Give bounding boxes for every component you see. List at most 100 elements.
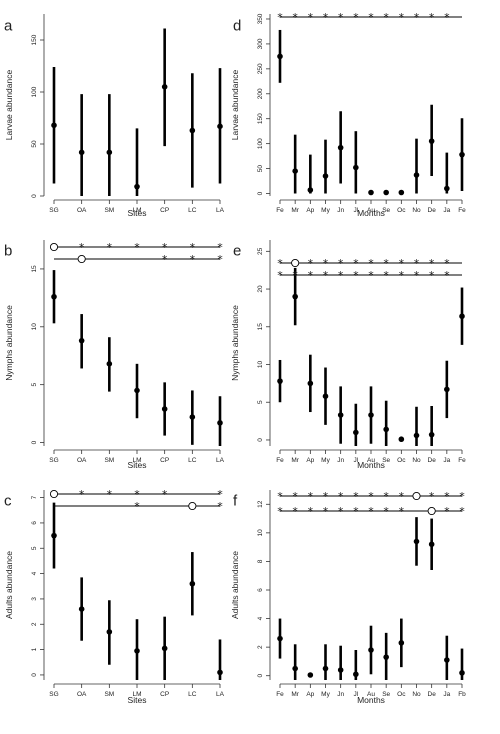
x-axis-title: Sites	[128, 208, 147, 218]
y-tick-label: 350	[257, 13, 264, 24]
data-point	[106, 361, 113, 367]
significance-star: *	[323, 11, 329, 24]
x-tick-label: No	[412, 207, 421, 214]
data-point	[277, 378, 283, 384]
y-tick-label: 1	[31, 647, 38, 651]
y-tick-label: 50	[257, 165, 264, 173]
significance-star: *	[459, 490, 465, 503]
significance-star: *	[383, 269, 389, 282]
significance-star: *	[308, 257, 314, 270]
panel-d: d 0 50 100 150 200 250 300 350 Fe Mr Ap My Jn Jl Au Se Oc…	[230, 11, 466, 218]
significance-star: *	[338, 269, 344, 282]
data-point	[161, 406, 168, 412]
significance-star: *	[429, 11, 435, 24]
data-point	[383, 654, 389, 660]
significance-star: *	[162, 488, 168, 501]
panel-e: e 0 5 10 15 20 25 Fe Mr Ap My Jn Jl Au Se Oc No De Ja Fe Mon…	[230, 240, 466, 470]
y-tick-label: 15	[257, 323, 264, 331]
significance-star: *	[217, 241, 223, 254]
significance-star: *	[444, 257, 450, 270]
significance-star: *	[308, 11, 314, 24]
reference-marker	[412, 491, 421, 501]
x-tick-label: Ap	[306, 691, 314, 698]
data-point	[277, 635, 283, 642]
x-tick-label: Se	[382, 691, 390, 698]
x-tick-label: Ja	[443, 457, 450, 464]
significance-star: *	[277, 269, 283, 282]
x-tick-label: Ja	[443, 207, 450, 214]
significance-star: *	[162, 241, 168, 254]
significance-star: *	[190, 253, 196, 266]
data-point	[307, 672, 314, 678]
significance-star: *	[134, 500, 140, 513]
y-axis-title: Nymphs abundance	[230, 305, 240, 381]
y-tick-label: 3	[31, 597, 38, 601]
x-tick-label: Oc	[397, 691, 406, 698]
significance-star: *	[277, 505, 283, 518]
data-point	[307, 187, 314, 193]
data-point	[337, 667, 344, 673]
x-tick-label: Jl	[353, 457, 358, 464]
y-axis-title: Adults abundance	[4, 551, 14, 619]
y-tick-label: 5	[257, 400, 264, 404]
data-point	[106, 149, 113, 156]
data-point	[398, 436, 405, 443]
x-tick-label: Fe	[276, 691, 284, 698]
significance-star: *	[292, 505, 298, 518]
significance-star: *	[444, 490, 450, 503]
data-point	[78, 606, 85, 612]
significance-star: *	[429, 490, 435, 503]
y-tick-label: 6	[257, 588, 264, 592]
y-tick-label: 5	[31, 382, 38, 386]
y-tick-label: 250	[257, 63, 264, 74]
x-tick-label: Oc	[397, 457, 406, 464]
x-tick-label: LC	[188, 691, 197, 698]
panel-letter: c	[4, 492, 12, 509]
panel-c: c 0 1 2 3 4 5 6 7 SG OA SM LM CP LC LA Sites Adults abund…	[4, 488, 225, 705]
x-tick-label: Fb	[458, 691, 466, 698]
x-tick-label: LA	[216, 207, 225, 214]
significance-star: *	[383, 257, 389, 270]
y-tick-label: 25	[257, 247, 264, 255]
significance-star: *	[368, 11, 374, 24]
data-point	[368, 647, 374, 653]
data-point	[322, 665, 329, 672]
significance-star: *	[353, 257, 359, 270]
data-point	[337, 412, 344, 418]
significance-star: *	[414, 269, 420, 282]
y-tick-label: 4	[31, 571, 38, 575]
x-tick-label: LA	[216, 691, 225, 698]
y-tick-label: 10	[257, 529, 264, 537]
y-axis-title: Larvae abundance	[230, 70, 240, 141]
data-point	[368, 189, 374, 196]
x-tick-label: De	[428, 691, 437, 698]
significance-star: *	[79, 488, 85, 501]
y-axis-title: Larvae abundance	[4, 70, 14, 141]
significance-star: *	[134, 241, 140, 254]
significance-star: *	[277, 490, 283, 503]
data-point	[189, 414, 196, 420]
x-tick-label: CP	[160, 207, 169, 214]
y-tick-label: 5	[31, 546, 38, 550]
significance-star: *	[353, 490, 359, 503]
significance-star: *	[399, 269, 405, 282]
significance-star: *	[217, 500, 223, 513]
x-axis-title: Months	[357, 208, 385, 218]
panel-b: b 0 5 10 15 SG OA SM LM CP LC LA Sites Nymphs abundan…	[4, 240, 225, 470]
x-tick-label: LC	[188, 207, 197, 214]
data-point	[51, 122, 57, 129]
data-point	[383, 426, 389, 433]
significance-star: *	[383, 11, 389, 24]
data-point	[277, 53, 283, 60]
data-point	[413, 172, 420, 178]
significance-star: *	[444, 269, 450, 282]
significance-star: *	[399, 490, 405, 503]
x-tick-label: LM	[132, 207, 141, 214]
data-point	[78, 337, 85, 344]
significance-star: *	[217, 253, 223, 266]
data-point	[428, 431, 435, 438]
significance-star: *	[292, 490, 298, 503]
y-tick-label: 8	[257, 559, 264, 563]
significance-star: *	[308, 505, 314, 518]
significance-star: *	[107, 488, 113, 501]
